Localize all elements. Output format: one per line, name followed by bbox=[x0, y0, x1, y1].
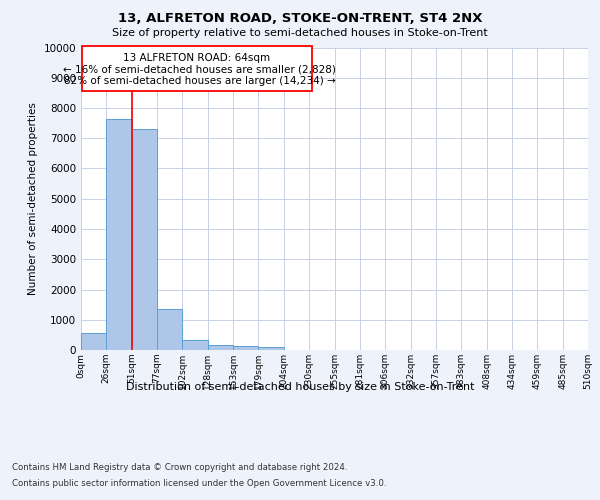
Text: Distribution of semi-detached houses by size in Stoke-on-Trent: Distribution of semi-detached houses by … bbox=[126, 382, 474, 392]
Bar bbox=[182, 340, 208, 350]
Text: 13 ALFRETON ROAD: 64sqm: 13 ALFRETON ROAD: 64sqm bbox=[124, 53, 271, 63]
Text: Size of property relative to semi-detached houses in Stoke-on-Trent: Size of property relative to semi-detach… bbox=[112, 28, 488, 38]
Bar bbox=[233, 346, 259, 350]
Text: 13, ALFRETON ROAD, STOKE-ON-TRENT, ST4 2NX: 13, ALFRETON ROAD, STOKE-ON-TRENT, ST4 2… bbox=[118, 12, 482, 26]
Bar bbox=[81, 334, 106, 350]
Text: ← 16% of semi-detached houses are smaller (2,828): ← 16% of semi-detached houses are smalle… bbox=[63, 64, 336, 74]
Text: 82% of semi-detached houses are larger (14,234) →: 82% of semi-detached houses are larger (… bbox=[64, 76, 335, 86]
Bar bbox=[208, 345, 233, 350]
Bar bbox=[132, 129, 157, 350]
Bar bbox=[157, 309, 182, 350]
Bar bbox=[259, 347, 284, 350]
Bar bbox=[106, 118, 132, 350]
FancyBboxPatch shape bbox=[82, 46, 311, 92]
Y-axis label: Number of semi-detached properties: Number of semi-detached properties bbox=[28, 102, 38, 295]
Text: Contains public sector information licensed under the Open Government Licence v3: Contains public sector information licen… bbox=[12, 478, 386, 488]
Text: Contains HM Land Registry data © Crown copyright and database right 2024.: Contains HM Land Registry data © Crown c… bbox=[12, 464, 347, 472]
